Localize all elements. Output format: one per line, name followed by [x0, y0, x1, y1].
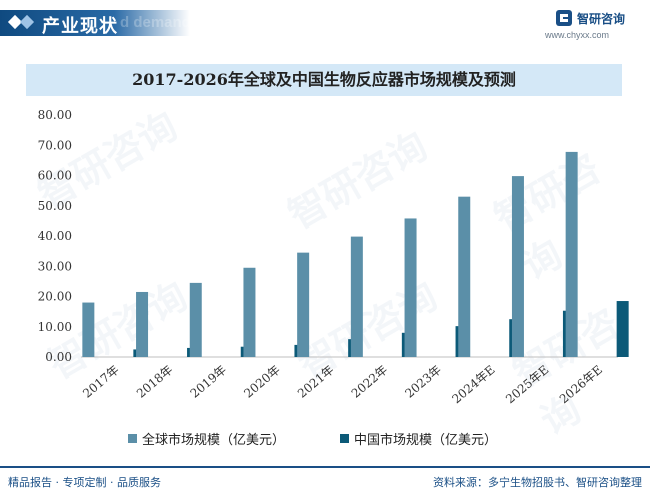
x-tick-label: 2024年E: [449, 363, 497, 407]
chart-legend: 全球市场规模（亿美元） 中国市场规模（亿美元）: [0, 428, 650, 448]
footer-tagline: 精品报告 · 专项定制 · 品质服务: [8, 476, 161, 489]
x-tick-label: 2017年: [80, 363, 122, 401]
bar-global: [136, 291, 149, 357]
section-ghost-text: d demand: [120, 14, 191, 31]
chart-title: 2017-2026年全球及中国生物反应器市场规模及预测: [132, 70, 516, 89]
bar-global: [297, 252, 310, 357]
x-tick-label: 2018年: [134, 363, 176, 401]
x-tick-label: 2020年: [241, 363, 283, 401]
bar-global: [404, 218, 417, 357]
legend-swatch-china: [340, 433, 349, 443]
x-tick-label: 2022年: [349, 363, 391, 401]
x-tick-label: 2023年: [402, 363, 444, 401]
y-tick-label: 20.00: [38, 290, 72, 304]
bar-global: [511, 176, 524, 357]
x-tick-label: 2026年E: [557, 363, 605, 407]
bar-global: [565, 151, 578, 357]
bar-global: [458, 196, 471, 357]
x-tick-label: 2019年: [188, 363, 230, 401]
legend-swatch-global: [128, 433, 137, 443]
page-footer: 精品报告 · 专项定制 · 品质服务 资料来源：多宁生物招股书、智研咨询整理: [0, 466, 650, 496]
bar-global: [189, 282, 202, 357]
legend-label-global: 全球市场规模（亿美元）: [142, 432, 286, 448]
footer-source: 资料来源：多宁生物招股书、智研咨询整理: [433, 476, 642, 489]
y-tick-label: 50.00: [38, 199, 72, 213]
bar-china: [616, 301, 629, 357]
chart-title-band: 2017-2026年全球及中国生物反应器市场规模及预测: [26, 64, 622, 96]
brand-url: www.chyxx.com: [545, 30, 610, 40]
legend-label-china: 中国市场规模（亿美元）: [354, 432, 498, 448]
y-tick-label: 70.00: [38, 138, 72, 152]
y-tick-label: 80.00: [38, 108, 72, 122]
y-tick-label: 10.00: [38, 320, 72, 334]
bar-global: [350, 236, 363, 357]
legend-item-global: 全球市场规模（亿美元）: [128, 428, 285, 448]
brand-logo-icon: [556, 10, 572, 26]
section-title: 产业现状: [42, 16, 118, 37]
bar-global: [243, 267, 256, 357]
footer-divider: [0, 466, 650, 468]
legend-item-china: 中国市场规模（亿美元）: [340, 428, 497, 448]
bar-global: [82, 302, 95, 357]
page-header: 产业现状 d demand 智研咨询 www.chyxx.com: [0, 0, 650, 44]
x-tick-label: 2025年E: [503, 363, 551, 407]
y-tick-label: 0.00: [45, 350, 72, 364]
x-tick-label: 2021年: [295, 363, 337, 401]
brand-name: 智研咨询: [577, 12, 626, 26]
y-tick-label: 30.00: [38, 259, 72, 273]
y-tick-label: 60.00: [38, 169, 72, 183]
y-tick-label: 40.00: [38, 229, 72, 243]
